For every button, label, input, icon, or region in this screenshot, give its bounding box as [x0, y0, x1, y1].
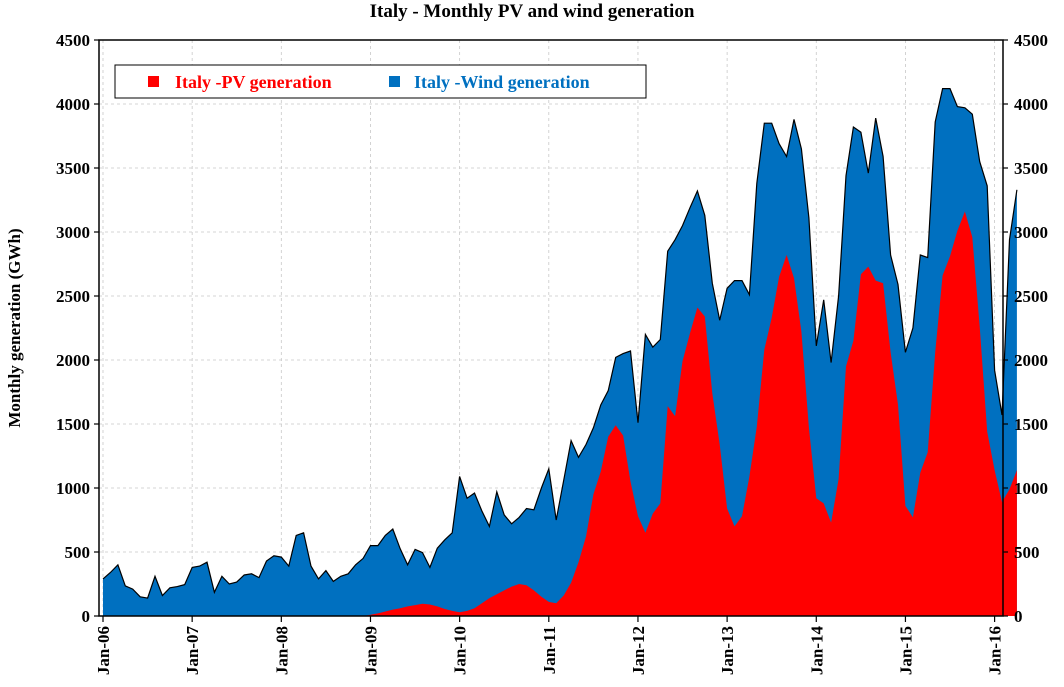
- chart-title: Italy - Monthly PV and wind generation: [370, 1, 695, 22]
- y-tick-label-left: 1000: [56, 479, 90, 498]
- x-tick-label: Jan-08: [272, 626, 291, 675]
- legend-pv-label: Italy -PV generation: [175, 72, 332, 92]
- y-tick-label-left: 2000: [56, 351, 90, 370]
- x-tick-label: Jan-11: [540, 626, 559, 674]
- y-tick-label-left: 3500: [56, 159, 90, 178]
- y-tick-label-right: 3000: [1014, 223, 1048, 242]
- legend-box: [114, 64, 647, 99]
- y-tick-label-left: 0: [82, 607, 91, 626]
- legend-wind-swatch: [389, 76, 400, 87]
- total-line: [102, 88, 1018, 599]
- y-tick-label-right: 500: [1014, 543, 1040, 562]
- y-tick-label-left: 1500: [56, 415, 90, 434]
- y-tick-label-right: 0: [1014, 607, 1023, 626]
- x-tick-label: Jan-14: [807, 626, 826, 676]
- x-tick-label: Jan-15: [896, 626, 915, 675]
- x-tick-label: Jan-06: [94, 626, 113, 675]
- x-tick-label: Jan-16: [986, 626, 1005, 675]
- y-axis-left: 0 500 1000 1500 2000 2500 3000 3500 4000 4500: [56, 31, 99, 626]
- y-tick-label-right: 2000: [1014, 351, 1048, 370]
- x-tick-label: Jan-10: [451, 626, 470, 675]
- x-axis: Jan-06 Jan-07 Jan-08 Jan-09 Jan-10 Jan-11 Jan-…: [94, 616, 1005, 675]
- y-tick-label-left: 4000: [56, 95, 90, 114]
- y-tick-label-left: 4500: [56, 31, 90, 50]
- y-tick-label-right: 1000: [1014, 479, 1048, 498]
- y-tick-label-right: 1500: [1014, 415, 1048, 434]
- y-axis-right: 0 500 1000 1500 2000 2500 3000 3500 4000 4500: [1003, 31, 1048, 626]
- y-axis-label: Monthly generation (GWh): [5, 228, 24, 427]
- y-tick-label-right: 3500: [1014, 159, 1048, 178]
- pv-area: [103, 211, 1017, 616]
- y-tick-label-left: 2500: [56, 287, 90, 306]
- y-tick-label-right: 4000: [1014, 95, 1048, 114]
- y-tick-label-left: 3000: [56, 223, 90, 242]
- x-tick-label: Jan-12: [629, 626, 648, 675]
- legend-pv-swatch: [148, 76, 159, 87]
- y-tick-label-right: 2500: [1014, 287, 1048, 306]
- legend: Italy -PV generation Italy -Wind generat…: [114, 64, 647, 99]
- x-tick-label: Jan-09: [361, 626, 380, 675]
- plot-areas: [102, 88, 1018, 617]
- y-tick-label-left: 500: [65, 543, 91, 562]
- x-tick-label: Jan-07: [183, 626, 202, 676]
- x-tick-label: Jan-13: [718, 626, 737, 675]
- y-tick-label-right: 4500: [1014, 31, 1048, 50]
- legend-wind-label: Italy -Wind generation: [414, 72, 590, 92]
- plot-frame: [98, 39, 1004, 617]
